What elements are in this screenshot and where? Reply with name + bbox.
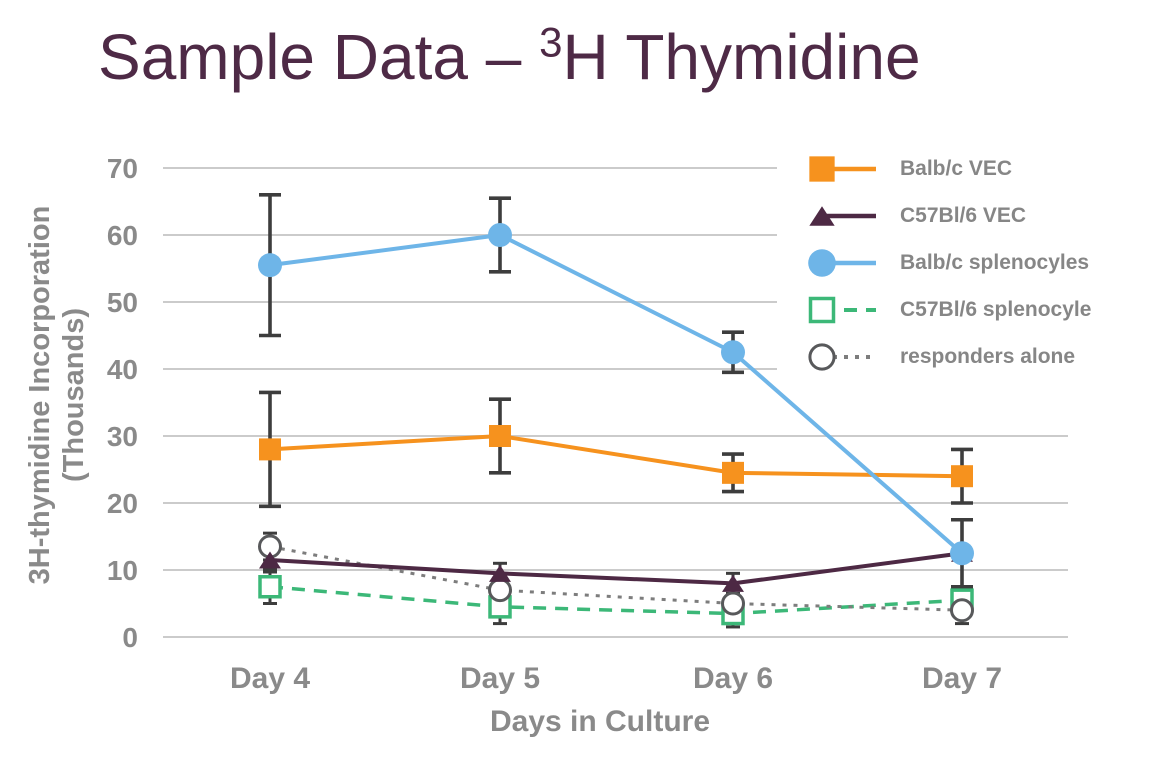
data-point-filled-square <box>489 425 511 447</box>
y-tick-label: 30 <box>107 421 138 452</box>
legend-label: C57Bl/6 VEC <box>900 204 1027 227</box>
x-tick-label: Day 7 <box>922 662 1002 695</box>
data-point-open-circle <box>950 598 974 623</box>
data-point-filled-square <box>722 461 744 484</box>
slide-title-suffix: H Thymidine <box>562 21 921 93</box>
y-tick-label: 50 <box>107 287 138 318</box>
legend-item-responders-alone: responders alone <box>806 340 1091 374</box>
series-line-filled-circle <box>269 232 964 555</box>
data-point-filled-square <box>951 465 973 488</box>
x-tick-label: Day 5 <box>460 662 540 695</box>
y-axis-title: 3H-thymidine Incorporation (Thousands) <box>23 175 93 615</box>
data-point-filled-triangle <box>722 574 744 592</box>
legend-marker-open-circle-icon <box>808 343 876 371</box>
data-point-filled-circle <box>721 340 745 365</box>
series-line-open-square <box>269 585 963 616</box>
y-tick-label: 10 <box>107 555 138 586</box>
chart-legend: Balb/c VEC C57Bl/6 VEC Balb/c splenocyle… <box>806 152 1091 374</box>
legend-item-c57bl6-vec: C57Bl/6 VEC <box>806 199 1091 233</box>
legend-marker-open-square-icon <box>808 296 876 324</box>
legend-marker-filled-triangle-icon <box>809 206 876 226</box>
y-tick-label: 60 <box>107 220 138 251</box>
y-tick-label: 70 <box>107 153 138 184</box>
data-point-open-circle <box>488 578 512 603</box>
y-axis-title-line1: 3H-thymidine Incorporation <box>24 205 56 585</box>
data-point-filled-circle <box>950 541 974 566</box>
legend-label: C57Bl/6 splenocyle <box>900 298 1092 321</box>
legend-item-c57bl6-splenocyte: C57Bl/6 splenocyle <box>806 293 1091 327</box>
legend-label: responders alone <box>900 345 1076 368</box>
data-point-filled-square <box>259 438 281 461</box>
y-tick-label: 40 <box>107 354 138 385</box>
x-tick-label: Day 6 <box>693 662 773 695</box>
legend-marker-filled-circle-icon <box>808 249 876 277</box>
data-point-open-square <box>258 575 282 599</box>
x-axis-title: Days in Culture <box>489 705 711 738</box>
data-point-filled-circle <box>258 253 282 278</box>
data-point-filled-triangle <box>259 551 281 569</box>
series-line-filled-triangle <box>269 551 963 586</box>
series-line-filled-square <box>269 433 963 479</box>
legend-item-balbc-vec: Balb/c VEC <box>806 152 1091 186</box>
y-tick-label: 20 <box>107 488 138 519</box>
slide-title-superscript: 3 <box>539 18 563 66</box>
legend-label: Balb/c VEC <box>900 157 1013 180</box>
y-tick-label: 0 <box>122 622 138 653</box>
data-point-filled-triangle <box>489 564 511 582</box>
data-point-open-circle <box>721 591 745 616</box>
slide-title-prefix: Sample Data – <box>98 21 540 93</box>
legend-item-balbc-splenocytes: Balb/c splenocyles <box>806 246 1091 280</box>
x-tick-label: Day 4 <box>230 662 310 695</box>
slide-title: Sample Data – 3H Thymidine <box>98 20 921 94</box>
legend-marker-filled-square-icon <box>809 156 876 182</box>
data-point-filled-circle <box>488 223 512 247</box>
legend-label: Balb/c splenocyles <box>900 251 1090 274</box>
y-axis-title-line2: (Thousands) <box>58 308 90 482</box>
